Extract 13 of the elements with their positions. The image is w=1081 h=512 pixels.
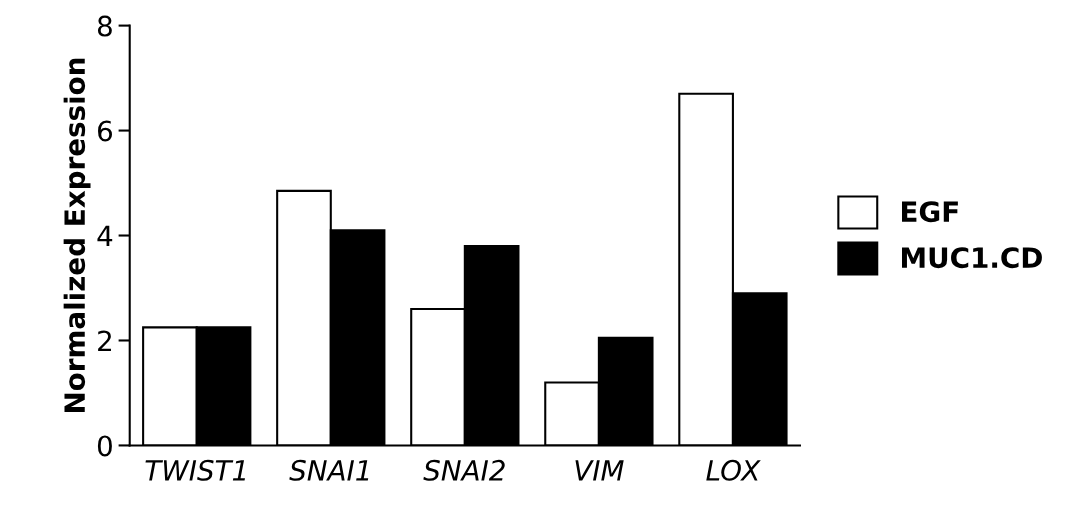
y-tick-label: 8 [97,15,112,37]
y-axis-title: Normalized Expression [63,58,91,413]
x-tick-label: SNAI2 [423,459,505,481]
x-tick-label: SNAI1 [289,459,369,481]
y-tick-label: 4 [97,225,113,247]
y-tick-label: 0 [97,435,112,457]
x-tick-label: LOX [706,459,761,481]
y-tick-label: 2 [98,330,111,352]
x-tick-label: VIM [575,460,624,481]
legend-label: MUC1.CD [902,247,1042,269]
x-tick-label: TWIST1 [145,459,245,481]
legend-label: EGF [902,201,958,223]
y-tick-label: 6 [98,120,112,142]
